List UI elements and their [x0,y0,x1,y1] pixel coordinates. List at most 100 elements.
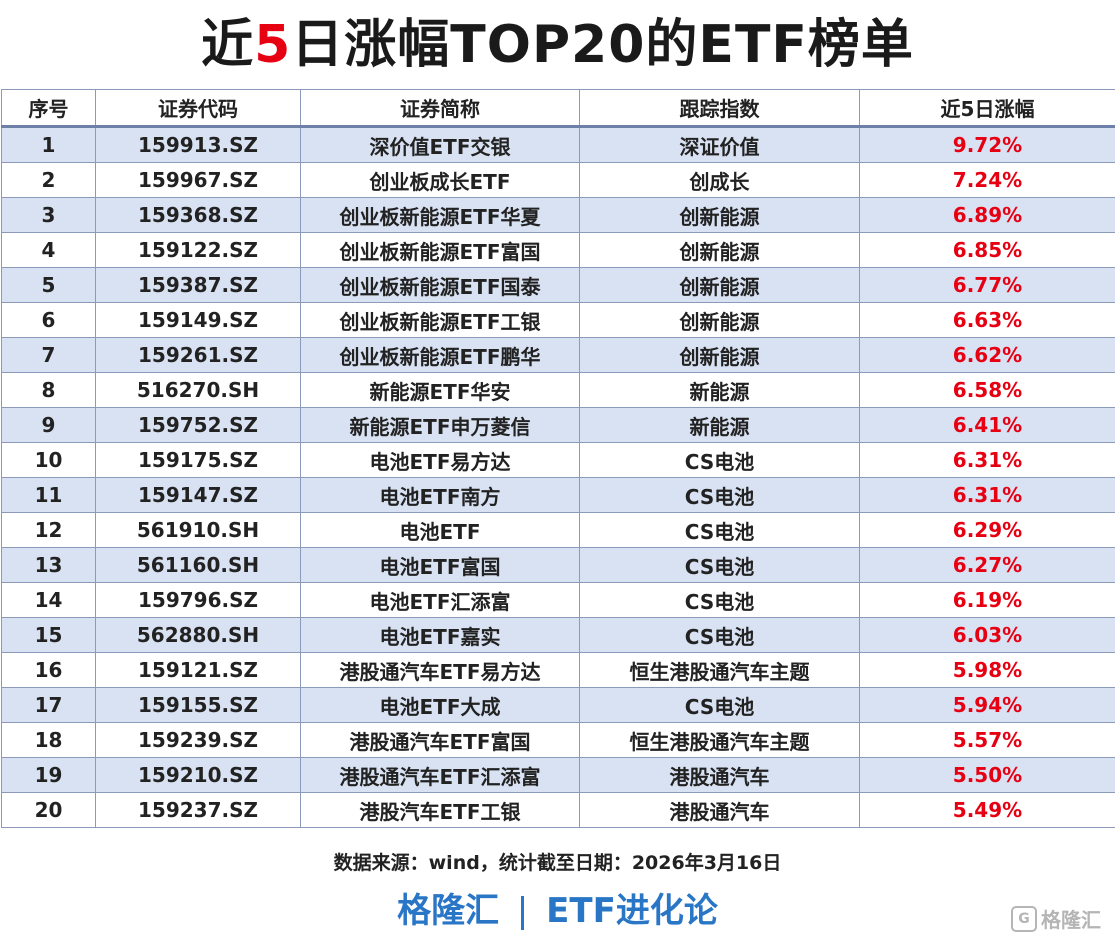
table-row: 3 159368.SZ 创业板新能源ETF华夏 创新能源 6.89% [1,197,1115,233]
rank-cell: 10 [1,442,96,478]
table-row: 18 159239.SZ 港股通汽车ETF富国 恒生港股通汽车主题 5.57% [1,722,1115,758]
index-cell: 港股通汽车 [579,757,860,793]
change-cell: 5.94% [859,687,1115,723]
rank-cell: 11 [1,477,96,513]
change-cell: 9.72% [859,126,1115,163]
rank-cell: 20 [1,792,96,828]
table-row: 1 159913.SZ 深价值ETF交银 深证价值 9.72% [1,126,1115,163]
name-cell: 创业板新能源ETF鹏华 [300,337,580,373]
index-cell: 新能源 [579,372,860,408]
index-cell: 恒生港股通汽车主题 [579,652,860,688]
name-cell: 新能源ETF华安 [300,372,580,408]
name-cell: 电池ETF汇添富 [300,582,580,618]
code-cell: 159261.SZ [95,337,301,373]
index-cell: 创新能源 [579,232,860,268]
table-row: 15 562880.SH 电池ETF嘉实 CS电池 6.03% [1,617,1115,653]
change-cell: 6.63% [859,302,1115,338]
code-cell: 562880.SH [95,617,301,653]
gelonghui-logo-icon: G [1011,905,1037,932]
change-cell: 6.41% [859,407,1115,443]
table-row: 9 159752.SZ 新能源ETF申万菱信 新能源 6.41% [1,407,1115,443]
name-cell: 电池ETF南方 [300,477,580,513]
table-row: 17 159155.SZ 电池ETF大成 CS电池 5.94% [1,687,1115,723]
change-cell: 6.85% [859,232,1115,268]
rank-cell: 12 [1,512,96,548]
name-cell: 港股通汽车ETF汇添富 [300,757,580,793]
index-cell: CS电池 [579,687,860,723]
code-cell: 159155.SZ [95,687,301,723]
code-cell: 159239.SZ [95,722,301,758]
name-cell: 电池ETF嘉实 [300,617,580,653]
code-cell: 516270.SH [95,372,301,408]
rank-cell: 9 [1,407,96,443]
footer-brand-name: 格隆汇 [397,891,500,931]
name-cell: 深价值ETF交银 [300,126,580,163]
index-cell: CS电池 [579,477,860,513]
name-cell: 创业板成长ETF [300,162,580,198]
index-cell: 创新能源 [579,197,860,233]
rank-cell: 6 [1,302,96,338]
code-cell: 159237.SZ [95,792,301,828]
index-cell: 创新能源 [579,337,860,373]
code-cell: 561910.SH [95,512,301,548]
table-row: 5 159387.SZ 创业板新能源ETF国泰 创新能源 6.77% [1,267,1115,303]
code-cell: 159175.SZ [95,442,301,478]
rank-cell: 1 [1,126,96,163]
code-cell: 159210.SZ [95,757,301,793]
change-cell: 5.50% [859,757,1115,793]
rank-cell: 4 [1,232,96,268]
index-cell: 港股通汽车 [579,792,860,828]
table-row: 20 159237.SZ 港股汽车ETF工银 港股通汽车 5.49% [1,792,1115,828]
code-cell: 159752.SZ [95,407,301,443]
table-row: 2 159967.SZ 创业板成长ETF 创成长 7.24% [1,162,1115,198]
rank-cell: 19 [1,757,96,793]
change-cell: 6.77% [859,267,1115,303]
page-title: 近5日涨幅TOP20的ETF榜单 [0,6,1115,84]
change-cell: 6.27% [859,547,1115,583]
table-header-row: 序号 证券代码 证券简称 跟踪指数 近5日涨幅 [1,89,1115,128]
change-cell: 6.62% [859,337,1115,373]
change-cell: 6.89% [859,197,1115,233]
name-cell: 港股通汽车ETF易方达 [300,652,580,688]
code-cell: 159147.SZ [95,477,301,513]
name-cell: 电池ETF大成 [300,687,580,723]
rank-cell: 8 [1,372,96,408]
data-source-note: 数据来源：wind，统计截至日期：2026年3月16日 [333,852,782,874]
table-body: 1 159913.SZ 深价值ETF交银 深证价值 9.72% 2 159967.SZ 创业板… [1,126,1115,828]
index-cell: 深证价值 [579,126,860,163]
change-cell: 5.49% [859,792,1115,828]
index-cell: CS电池 [579,582,860,618]
name-cell: 创业板新能源ETF国泰 [300,267,580,303]
index-cell: 创新能源 [579,302,860,338]
code-cell: 159967.SZ [95,162,301,198]
etf-ranking-table: 序号 证券代码 证券简称 跟踪指数 近5日涨幅 1 159913.SZ 深价值ETF… [1,89,1115,828]
change-cell: 6.31% [859,477,1115,513]
footer-brand: 格隆汇 ETF进化论 [0,886,1115,936]
watermark: G 格隆汇 [1011,904,1101,933]
table-row: 7 159261.SZ 创业板新能源ETF鹏华 创新能源 6.62% [1,337,1115,373]
title-suffix: 日涨幅TOP20的ETF榜单 [291,15,914,75]
name-cell: 电池ETF易方达 [300,442,580,478]
code-cell: 159149.SZ [95,302,301,338]
table-row: 10 159175.SZ 电池ETF易方达 CS电池 6.31% [1,442,1115,478]
watermark-text: 格隆汇 [1041,908,1101,932]
table-row: 6 159149.SZ 创业板新能源ETF工银 创新能源 6.63% [1,302,1115,338]
index-cell: 恒生港股通汽车主题 [579,722,860,758]
change-cell: 6.29% [859,512,1115,548]
rank-cell: 16 [1,652,96,688]
rank-cell: 3 [1,197,96,233]
name-cell: 创业板新能源ETF工银 [300,302,580,338]
table-row: 16 159121.SZ 港股通汽车ETF易方达 恒生港股通汽车主题 5.98% [1,652,1115,688]
rank-cell: 14 [1,582,96,618]
table-row: 12 561910.SH 电池ETF CS电池 6.29% [1,512,1115,548]
rank-cell: 7 [1,337,96,373]
change-cell: 6.58% [859,372,1115,408]
rank-cell: 15 [1,617,96,653]
table-row: 8 516270.SH 新能源ETF华安 新能源 6.58% [1,372,1115,408]
name-cell: 新能源ETF申万菱信 [300,407,580,443]
code-cell: 159796.SZ [95,582,301,618]
change-cell: 5.98% [859,652,1115,688]
table-row: 19 159210.SZ 港股通汽车ETF汇添富 港股通汽车 5.50% [1,757,1115,793]
table-row: 13 561160.SH 电池ETF富国 CS电池 6.27% [1,547,1115,583]
header-code: 证券代码 [95,89,301,128]
